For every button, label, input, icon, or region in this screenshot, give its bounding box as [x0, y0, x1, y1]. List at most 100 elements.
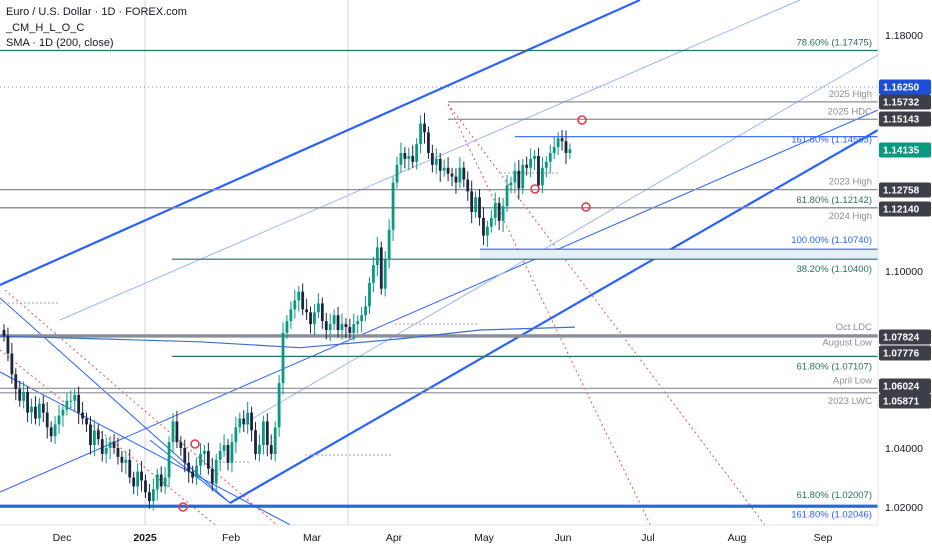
price-tag: [879, 94, 931, 110]
circle-markers: [178, 115, 591, 512]
candle-body: [556, 138, 560, 148]
candle-body: [320, 303, 324, 322]
level-label: 61.80% (1.02007): [796, 490, 872, 501]
candle-body: [116, 448, 120, 457]
price-tag-label: 1.12140: [883, 205, 920, 216]
candle-body: [73, 394, 77, 401]
candle-body: [14, 374, 18, 389]
price-tag-label: 1.14135: [883, 146, 920, 157]
candle-body: [206, 450, 210, 469]
candle-body: [22, 391, 26, 401]
candle-body: [26, 391, 29, 413]
candle-body: [348, 327, 352, 333]
price-axis[interactable]: 1.18000 1.10000 1.04000 1.02000 1.16250 1.157…: [877, 0, 932, 550]
candle-body: [489, 217, 493, 227]
level-label: 38.20% (1.10400): [796, 264, 872, 275]
candle-body: [41, 403, 45, 413]
candle-body: [450, 173, 454, 177]
candle-body: [497, 203, 501, 221]
candle-body: [423, 123, 426, 133]
level-label: 2023 LWC: [828, 396, 872, 407]
candle-body: [218, 450, 222, 460]
price-tag-label: 1.07824: [883, 333, 920, 344]
candle-body: [513, 170, 517, 183]
level-label: August Low: [822, 338, 872, 349]
candle-body: [336, 315, 340, 330]
time-tick-label: May: [474, 532, 495, 544]
candle-body: [37, 403, 41, 419]
indicator-label-hloc[interactable]: _CM_H_L_O_C: [6, 22, 85, 34]
level-labels: 78.60% (1.17475) 2025 High 2025 HDC 161.80%…: [791, 37, 872, 520]
candle-body: [544, 161, 548, 168]
level-label: 2024 High: [829, 211, 872, 222]
candle-body: [356, 321, 360, 325]
candle-body: [96, 430, 100, 440]
candle-body: [293, 300, 297, 310]
candle-body: [328, 324, 332, 330]
candle-body: [281, 332, 285, 384]
time-tick-label: Feb: [222, 532, 240, 544]
candle-body: [364, 306, 367, 316]
candle-body: [470, 191, 474, 212]
candle-body: [379, 247, 383, 289]
candle-body: [427, 132, 430, 153]
level-label: 2023 High: [829, 177, 872, 188]
red-guide-line: [447, 103, 781, 546]
candle-body: [478, 197, 481, 218]
candle-body: [69, 400, 73, 402]
guide-lines: [0, 0, 879, 546]
price-tag-label: 1.15143: [883, 115, 920, 126]
time-axis-background: [0, 525, 878, 550]
horizontal-levels: [0, 49, 878, 508]
chart-title[interactable]: Euro / U.S. Dollar · 1D · FOREX.com: [6, 6, 187, 18]
candle-body: [493, 203, 497, 218]
candle-body: [560, 138, 564, 142]
candle-body: [250, 412, 253, 431]
price-tag-label: 1.07776: [883, 349, 920, 360]
candle-body: [81, 412, 84, 419]
price-tag: [879, 201, 931, 217]
candle-body: [541, 167, 544, 186]
candle-body: [222, 445, 226, 451]
descending-line: [0, 297, 231, 504]
price-tag-label: 1.15732: [883, 98, 920, 109]
candle-body: [430, 153, 434, 165]
candle-body: [395, 164, 399, 183]
candle-body: [18, 389, 22, 401]
candle-body: [203, 450, 206, 454]
candle-body: [199, 453, 202, 466]
level-label: 161.80% (1.14553): [791, 135, 872, 146]
candle-body: [57, 415, 61, 425]
candle-body: [112, 442, 116, 448]
candle-body: [548, 153, 552, 162]
indicator-label-sma[interactable]: SMA · 1D (200, close): [6, 37, 114, 49]
candle-body: [175, 421, 179, 443]
candle-body: [277, 383, 281, 428]
candle-body: [6, 335, 10, 354]
candle-body: [332, 315, 336, 325]
time-axis[interactable]: Dec 2025 Feb Mar Apr May Jun Jul Aug Sep: [0, 524, 878, 550]
circle-marker: [581, 202, 591, 212]
time-tick-label: Jul: [641, 532, 654, 544]
candle-body: [352, 324, 356, 333]
candle-body: [485, 226, 489, 236]
time-tick-label: Aug: [728, 532, 747, 544]
candle-body: [462, 167, 466, 180]
candle-body: [305, 309, 309, 313]
time-tick-label: Apr: [386, 532, 403, 544]
level-label: April Low: [833, 375, 872, 386]
circle-marker: [530, 184, 540, 194]
time-tick-label: Sep: [814, 532, 833, 544]
candle-body: [144, 480, 147, 493]
level-label: 78.60% (1.17475): [796, 37, 872, 48]
candle-body: [289, 309, 293, 322]
candle-body: [317, 303, 320, 313]
candle-body: [179, 442, 183, 448]
candle-body: [132, 477, 136, 487]
price-tick-label: 1.02000: [885, 502, 923, 514]
candle-body: [360, 315, 364, 322]
time-tick-label: Jun: [555, 532, 572, 544]
candle-body: [214, 459, 218, 484]
candle-body: [77, 394, 81, 413]
